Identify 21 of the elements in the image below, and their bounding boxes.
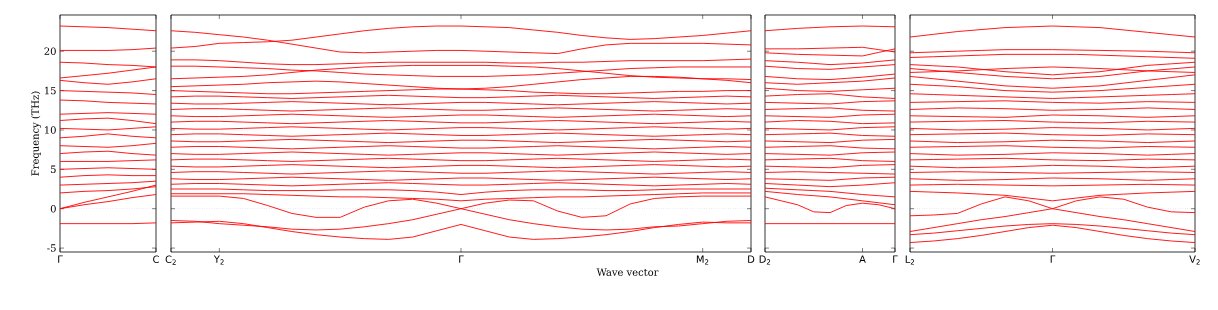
x-axis-title: Wave vector bbox=[596, 268, 659, 276]
x-tick-label: C$_{2}$ bbox=[165, 255, 176, 265]
x-tick-label: A bbox=[859, 255, 866, 263]
x-tick-label: D bbox=[748, 255, 755, 263]
y-tick-label: 15 bbox=[45, 86, 56, 95]
x-tick-label: Γ bbox=[58, 255, 63, 263]
y-tick-label: -5 bbox=[47, 244, 56, 252]
x-tick-label: Y$_{2}$ bbox=[213, 255, 224, 265]
x-tick-label: Γ bbox=[459, 255, 464, 263]
x-tick-label: L$_{2}$ bbox=[905, 255, 915, 265]
y-tick-label: 10 bbox=[45, 126, 56, 134]
y-axis-title: Frequency (THz) bbox=[31, 91, 41, 176]
x-tick-label: C bbox=[153, 255, 159, 264]
x-tick-label: Γ bbox=[1050, 255, 1056, 263]
x-tick-label: M$_{2}$ bbox=[696, 255, 709, 265]
x-tick-label: D$_{2}$ bbox=[759, 255, 771, 265]
x-tick-label: Γ bbox=[893, 255, 898, 263]
x-tick-label: V$_{2}$ bbox=[1189, 255, 1200, 265]
y-tick-label: 5 bbox=[50, 165, 56, 174]
y-tick-label: 0 bbox=[50, 204, 56, 213]
y-tick-label: 20 bbox=[44, 47, 56, 55]
